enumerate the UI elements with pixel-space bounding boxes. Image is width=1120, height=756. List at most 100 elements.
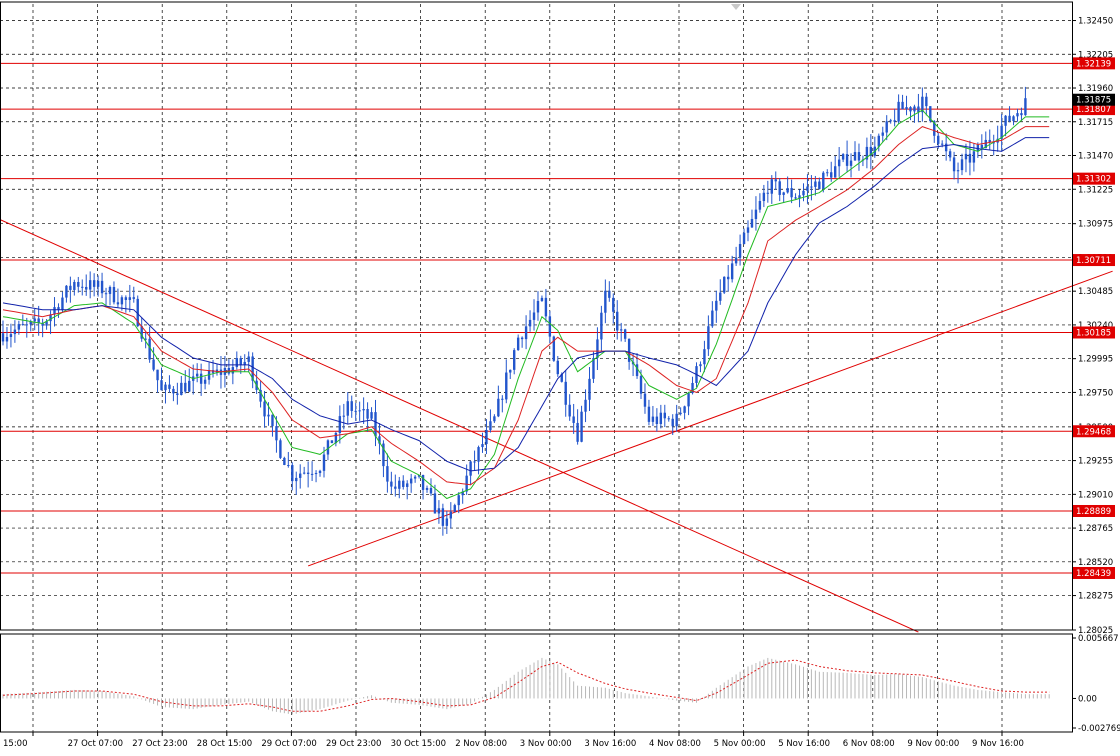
price-bar-body [302,472,306,474]
level-price-box [1073,566,1115,579]
price-bar-body [608,290,611,298]
price-bar-body [346,401,349,416]
price-bar-body [604,290,607,313]
price-bar-body [524,326,528,340]
price-bar-body [762,192,766,202]
price-bar-body [81,286,84,288]
price-bar-body [283,457,286,465]
price-bar-body [5,337,9,342]
trendline [0,218,919,633]
price-bar-body [49,314,52,322]
x-tick-label: 2 Nov 08:00 [455,739,507,749]
price-bar-body [600,312,603,340]
price-bar-body [180,382,183,395]
price-bar-body [980,144,984,149]
price-bar-body [925,96,928,107]
price-bar-body [516,337,520,351]
price-bar-body [128,297,132,300]
price-bar-body [433,493,437,514]
price-bar-body [243,361,246,365]
price-bar-body [964,153,968,160]
price-bar-body [738,244,742,258]
y-tick-label: 1.28025 [1078,626,1113,636]
price-bar-body [172,388,175,394]
horizontal-levels[interactable] [0,62,1072,574]
price-bar-body [362,409,365,411]
price-bar-body [881,132,884,136]
price-bar-body [592,358,595,379]
price-bar-body [940,143,944,145]
price-bar-body [96,280,100,287]
price-bar-body [643,393,647,407]
price-bar-body [33,318,36,322]
price-bar-body [1000,125,1003,139]
price-bar-body [25,324,28,326]
price-bar-body [1020,113,1023,116]
level-price-label: 1.28889 [1076,507,1111,517]
price-bar-body [560,374,563,382]
price-bar-body [885,121,888,133]
price-bar-body [77,281,80,287]
grid-lines [0,4,1072,732]
price-bar-body [65,285,68,298]
price-bar-body [505,372,508,400]
moving-average-line [2,109,1050,500]
price-bar-body [897,101,900,122]
price-bar-body [548,316,552,337]
price-bar-body [160,380,163,391]
price-bar-body [798,195,801,199]
y-tick-label: 1.30240 [1078,321,1113,331]
price-bar-body [1024,98,1027,116]
x-tick-label: 4 Nov 08:00 [649,739,701,749]
price-bar-body [406,483,409,487]
price-bar-body [398,480,401,489]
price-bar-body [627,338,631,362]
y-tick-label: 1.29255 [1078,457,1113,467]
price-bar-body [917,106,920,113]
price-bar-body [901,101,904,110]
price-bar-body [520,337,524,340]
price-bar-body [992,142,995,144]
price-bar-body [148,338,151,360]
moving-averages [2,109,1050,500]
level-price-box [1073,57,1115,70]
price-bar-body [374,412,377,437]
price-bar-body [699,364,702,367]
price-bar-body [711,310,714,327]
price-bar-body [691,382,694,394]
price-bar-body [937,135,940,144]
level-price-box [1073,326,1115,339]
price-bar-body [620,329,623,331]
price-bar-body [671,418,674,427]
price-bar-body [176,393,179,395]
y-tick-label: 1.29010 [1078,490,1113,500]
level-price-label: 1.29468 [1076,427,1111,437]
price-bar-body [108,287,112,294]
price-bar-body [612,297,615,312]
price-bar-body [469,461,472,476]
price-bar-body [184,382,187,392]
price-axis: 1.32450 1.32205 1.31960 1.31715 1.31470 1.312… [1072,17,1120,734]
price-bar-body [104,293,108,295]
x-tick-label: 3 Nov 16:00 [584,739,636,749]
price-bar-body [679,412,682,414]
price-bar-body [338,416,342,433]
level-price-box [1073,172,1115,185]
price-bar-body [21,324,25,326]
price-bar-body [746,227,750,233]
price-bar-body [639,376,643,394]
current-price-box [1073,93,1115,106]
current-price-label: 1.31875 [1076,96,1111,106]
price-bar-body [259,389,262,402]
main-panel-frame [0,1,1073,631]
price-bar-body [326,440,330,455]
oscillator-panel [2,657,1050,715]
price-bar-body [501,398,504,400]
price-bar-body [413,476,417,479]
y-tick-label: 1.29995 [1078,355,1113,365]
y-tick-label: 1.30485 [1078,287,1113,297]
price-bar-body [461,491,464,496]
price-bar-body [719,292,722,301]
price-bar-body [358,410,361,412]
